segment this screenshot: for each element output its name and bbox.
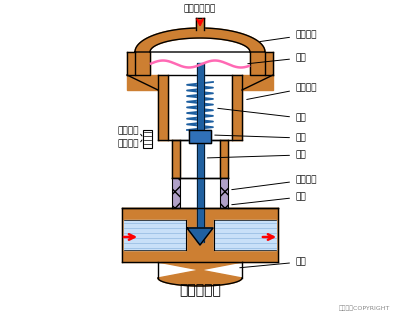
Polygon shape <box>214 220 276 250</box>
Text: 密封填料: 密封填料 <box>232 175 316 189</box>
Text: 东方仿真COPYRIGHT: 东方仿真COPYRIGHT <box>339 305 390 311</box>
Polygon shape <box>158 262 242 286</box>
Polygon shape <box>135 52 150 75</box>
Text: 阀座: 阀座 <box>240 257 306 268</box>
Polygon shape <box>189 130 211 143</box>
Polygon shape <box>242 75 273 90</box>
Text: 膜片: 膜片 <box>248 54 306 64</box>
Text: 膜室下腔: 膜室下腔 <box>247 84 316 100</box>
Text: 推杆: 推杆 <box>215 133 306 143</box>
Text: 阀杆: 阀杆 <box>207 151 306 160</box>
Polygon shape <box>124 220 186 250</box>
Polygon shape <box>127 75 158 90</box>
Polygon shape <box>122 208 278 262</box>
Text: 阀芯: 阀芯 <box>232 192 306 205</box>
Polygon shape <box>143 130 152 148</box>
Polygon shape <box>172 140 180 178</box>
Text: 压力信号入口: 压力信号入口 <box>184 4 216 13</box>
Polygon shape <box>196 63 203 242</box>
Text: 气动薄膜阀: 气动薄膜阀 <box>179 283 221 297</box>
Polygon shape <box>127 52 135 75</box>
Text: 弹簧: 弹簧 <box>218 108 306 122</box>
Text: 行程指针: 行程指针 <box>118 127 139 136</box>
Polygon shape <box>196 18 204 30</box>
Polygon shape <box>187 228 213 245</box>
Bar <box>172 178 180 208</box>
Polygon shape <box>135 28 265 52</box>
Polygon shape <box>232 75 242 140</box>
Text: 膜室上腔: 膜室上腔 <box>260 31 316 41</box>
Polygon shape <box>158 75 168 140</box>
Polygon shape <box>220 140 228 178</box>
Text: 行程刻度: 行程刻度 <box>118 139 139 149</box>
Polygon shape <box>250 52 265 75</box>
Bar <box>220 178 228 208</box>
Polygon shape <box>265 52 273 75</box>
